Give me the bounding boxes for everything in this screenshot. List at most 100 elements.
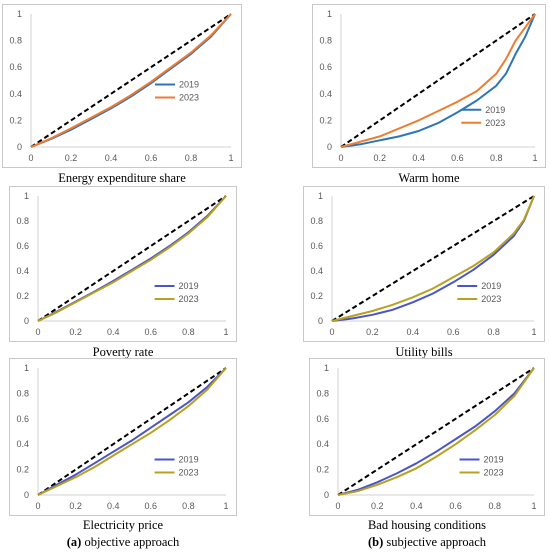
- chart-panel-poverty-rate: 0 0.2 0.4 0.6 0.8 1 0 0.2 0.4 0.6 0.8 1 2019 2023: [9, 186, 237, 342]
- utility-bills-y-tick-label: 0: [318, 316, 323, 326]
- bad-housing-conditions-series-2019: [337, 367, 535, 496]
- utility-bills-legend-label-2023: 2023: [481, 294, 501, 304]
- electricity-price-legend-label-2019: 2019: [179, 454, 199, 464]
- chart-title-bad-housing-conditions: Bad housing conditions: [367, 518, 487, 532]
- electricity-price-y-tick-label: 0.6: [16, 414, 29, 424]
- energy-expenditure-share-y-tick-label: 0.2: [9, 115, 22, 125]
- warm-home-y-tick-label: 0.2: [319, 115, 332, 125]
- bad-housing-conditions-y-tick-label: 0.4: [316, 439, 329, 449]
- subcaption-right-letter: (b): [367, 535, 384, 549]
- energy-expenditure-share-y-tick-label: 1: [17, 9, 22, 19]
- chart-svg-poverty-rate: 0 0.2 0.4 0.6 0.8 1 0 0.2 0.4 0.6 0.8 1 2019 2023: [16, 191, 228, 337]
- bad-housing-conditions-y-tick-label: 0.2: [316, 465, 329, 475]
- poverty-rate-y-tick-label: 0.4: [16, 266, 29, 276]
- utility-bills-y-tick-label: 1: [318, 191, 323, 201]
- bad-housing-conditions-y-tick-label: 0: [324, 490, 329, 500]
- warm-home-x-tick-label: 0.6: [451, 153, 464, 163]
- warm-home-x-tick-label: 0.8: [490, 153, 503, 163]
- utility-bills-y-tick-label: 0.4: [310, 266, 323, 276]
- poverty-rate-legend-label-2023: 2023: [179, 294, 199, 304]
- bad-housing-conditions-x-tick-label: 1: [531, 501, 536, 511]
- electricity-price-x-tick-label: 0.8: [182, 501, 195, 511]
- electricity-price-equality-line: [37, 367, 227, 496]
- warm-home-y-tick-label: 1: [327, 9, 332, 19]
- utility-bills-x-tick-label: 0: [329, 327, 334, 337]
- warm-home-legend-label-2023: 2023: [485, 118, 505, 128]
- bad-housing-conditions-y-tick-label: 1: [324, 363, 329, 373]
- energy-expenditure-share-y-tick-label: 0.4: [9, 89, 22, 99]
- chart-svg-utility-bills: 0 0.2 0.4 0.6 0.8 1 0 0.2 0.4 0.6 0.8 1 2019 2023: [310, 191, 536, 337]
- chart-svg-electricity-price: 0 0.2 0.4 0.6 0.8 1 0 0.2 0.4 0.6 0.8 1 2019 2023: [16, 363, 228, 511]
- utility-bills-y-tick-label: 0.2: [310, 291, 323, 301]
- energy-expenditure-share-x-tick-label: 0.8: [185, 153, 198, 163]
- utility-bills-series-2019: [331, 195, 535, 322]
- bad-housing-conditions-x-tick-label: 0.6: [449, 501, 462, 511]
- energy-expenditure-share-x-tick-label: 0.6: [145, 153, 158, 163]
- chart-title-poverty-rate: Poverty rate: [92, 345, 154, 359]
- chart-svg-energy-expenditure-share: 0 0.2 0.4 0.6 0.8 1 0 0.2 0.4 0.6 0.8 1 2019 2023: [9, 9, 233, 163]
- subcaption-right-text: subjective approach: [386, 535, 486, 549]
- bad-housing-conditions-series-2023: [337, 367, 535, 496]
- warm-home-y-tick-label: 0.8: [319, 36, 332, 46]
- electricity-price-y-tick-label: 0: [24, 490, 29, 500]
- electricity-price-x-tick-label: 0.2: [69, 501, 82, 511]
- bad-housing-conditions-legend-label-2019: 2019: [484, 454, 504, 464]
- poverty-rate-x-tick-label: 0.2: [69, 327, 82, 337]
- warm-home-y-tick-label: 0: [327, 142, 332, 152]
- chart-svg-bad-housing-conditions: 0 0.2 0.4 0.6 0.8 1 0 0.2 0.4 0.6 0.8 1 2019 2023: [316, 363, 536, 511]
- energy-expenditure-share-legend-label-2023: 2023: [179, 92, 199, 102]
- electricity-price-x-tick-label: 0: [35, 501, 40, 511]
- subcaption-left: (a) objective approach: [9, 535, 237, 550]
- utility-bills-y-tick-label: 0.6: [310, 241, 323, 251]
- warm-home-x-tick-label: 0: [338, 153, 343, 163]
- warm-home-y-tick-label: 0.4: [319, 89, 332, 99]
- warm-home-equality-line: [340, 13, 536, 148]
- bad-housing-conditions-x-tick-label: 0.2: [371, 501, 384, 511]
- chart-panel-energy-expenditure-share: 0 0.2 0.4 0.6 0.8 1 0 0.2 0.4 0.6 0.8 1 2019 2023: [2, 4, 242, 168]
- poverty-rate-legend-label-2019: 2019: [179, 281, 199, 291]
- chart-title-warm-home: Warm home: [398, 171, 460, 185]
- poverty-rate-x-tick-label: 0.4: [107, 327, 120, 337]
- warm-home-series-2019: [340, 13, 536, 148]
- subcaption-left-text: objective approach: [84, 535, 180, 549]
- poverty-rate-y-tick-label: 0.8: [16, 216, 29, 226]
- poverty-rate-x-tick-label: 1: [223, 327, 228, 337]
- utility-bills-x-tick-label: 0.6: [447, 327, 460, 337]
- electricity-price-series-2019: [37, 367, 227, 496]
- chart-panel-electricity-price: 0 0.2 0.4 0.6 0.8 1 0 0.2 0.4 0.6 0.8 1 2019 2023: [9, 358, 237, 516]
- electricity-price-y-tick-label: 0.4: [16, 439, 29, 449]
- chart-panel-utility-bills: 0 0.2 0.4 0.6 0.8 1 0 0.2 0.4 0.6 0.8 1 2019 2023: [303, 186, 545, 342]
- utility-bills-x-tick-label: 0.2: [366, 327, 379, 337]
- poverty-rate-y-tick-label: 1: [24, 191, 29, 201]
- electricity-price-x-tick-label: 1: [223, 501, 228, 511]
- electricity-price-y-tick-label: 0.8: [16, 388, 29, 398]
- utility-bills-equality-line: [331, 195, 535, 322]
- energy-expenditure-share-y-tick-label: 0.6: [9, 62, 22, 72]
- energy-expenditure-share-x-tick-label: 0.2: [65, 153, 78, 163]
- chart-title-utility-bills: Utility bills: [395, 345, 453, 359]
- chart-panel-warm-home: 0 0.2 0.4 0.6 0.8 1 0 0.2 0.4 0.6 0.8 1 2019 2023: [312, 4, 546, 168]
- utility-bills-x-tick-label: 0.4: [407, 327, 420, 337]
- energy-expenditure-share-series-2023: [30, 13, 232, 148]
- warm-home-x-tick-label: 0.4: [412, 153, 425, 163]
- warm-home-y-tick-label: 0.6: [319, 62, 332, 72]
- bad-housing-conditions-x-tick-label: 0.8: [489, 501, 502, 511]
- energy-expenditure-share-legend-label-2019: 2019: [179, 79, 199, 89]
- bad-housing-conditions-x-tick-label: 0.4: [410, 501, 423, 511]
- electricity-price-y-tick-label: 1: [24, 363, 29, 373]
- energy-expenditure-share-x-tick-label: 0.4: [105, 153, 118, 163]
- bad-housing-conditions-y-tick-label: 0.6: [316, 414, 329, 424]
- electricity-price-legend-label-2023: 2023: [179, 467, 199, 477]
- energy-expenditure-share-x-tick-label: 1: [228, 153, 233, 163]
- electricity-price-series-2023: [37, 367, 227, 496]
- subcaption-right: (b) subjective approach: [309, 535, 545, 550]
- energy-expenditure-share-x-tick-label: 0: [28, 153, 33, 163]
- utility-bills-x-tick-label: 1: [531, 327, 536, 337]
- bad-housing-conditions-legend-label-2023: 2023: [484, 467, 504, 477]
- warm-home-legend-label-2019: 2019: [485, 105, 505, 115]
- poverty-rate-y-tick-label: 0.6: [16, 241, 29, 251]
- utility-bills-series-2023: [331, 195, 535, 322]
- warm-home-x-tick-label: 1: [532, 153, 537, 163]
- chart-svg-warm-home: 0 0.2 0.4 0.6 0.8 1 0 0.2 0.4 0.6 0.8 1 2019 2023: [319, 9, 537, 163]
- electricity-price-x-tick-label: 0.4: [107, 501, 120, 511]
